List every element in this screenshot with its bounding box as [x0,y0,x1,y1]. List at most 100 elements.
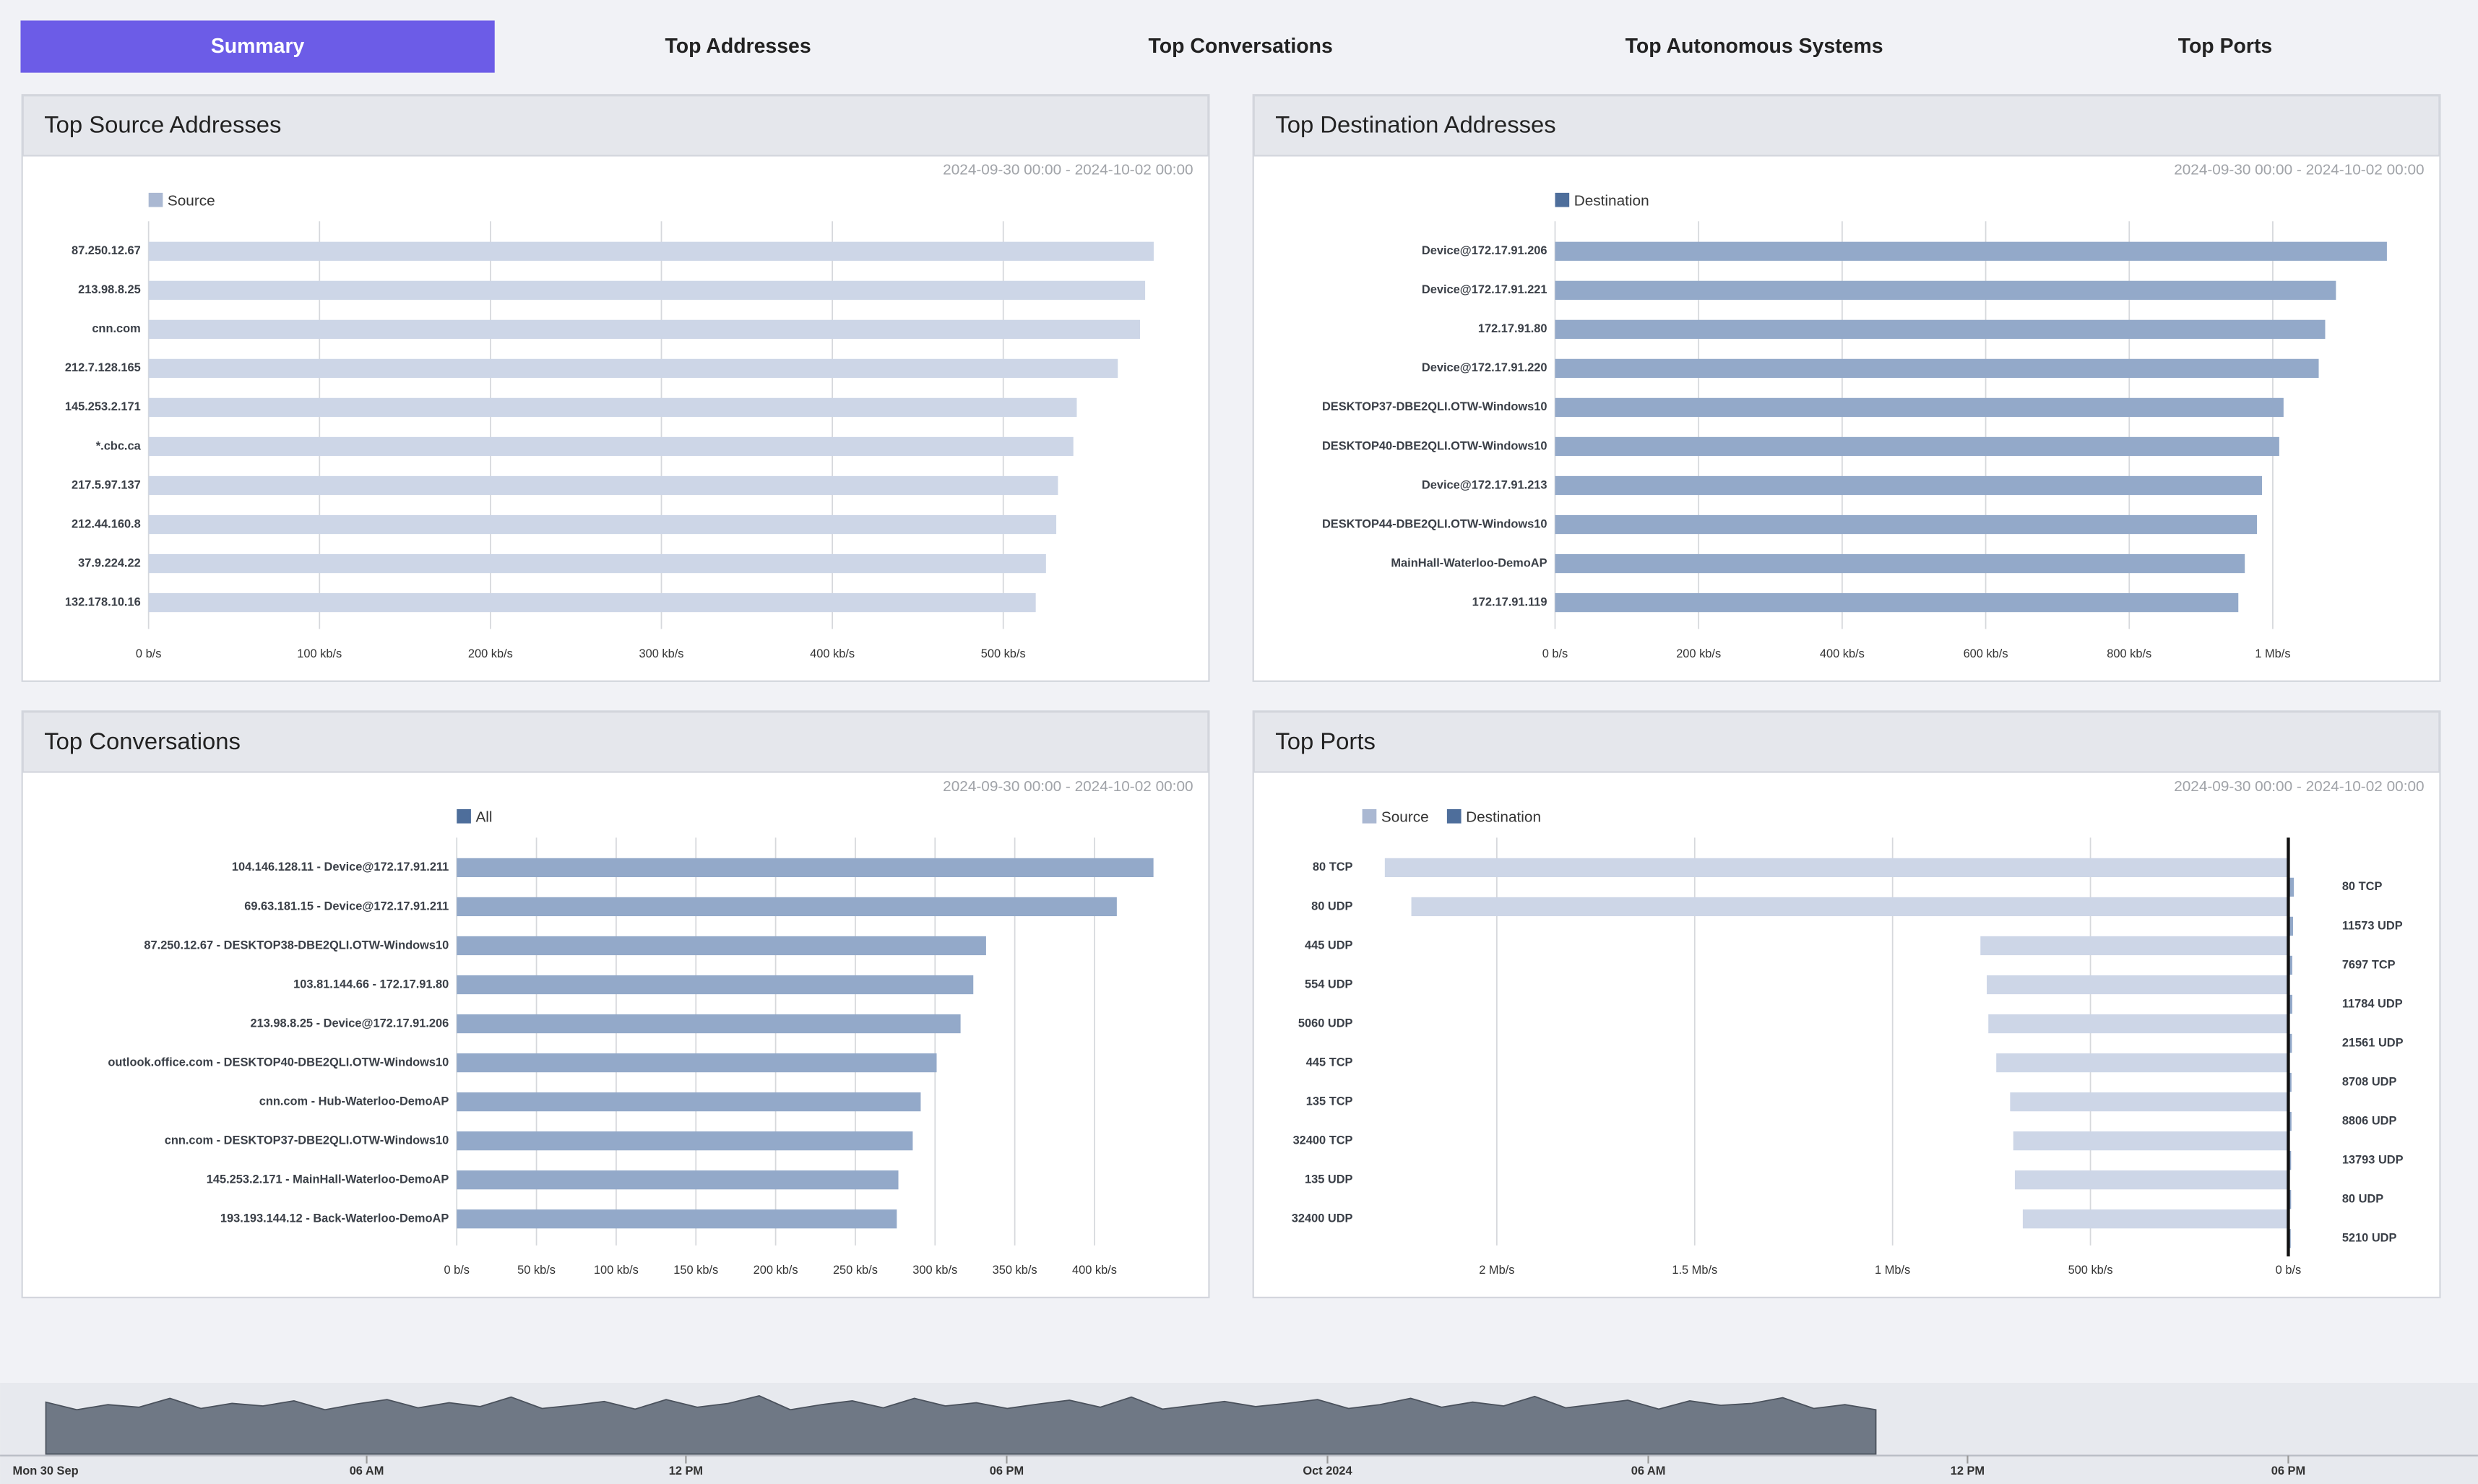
bar [457,1092,921,1112]
timeline-label: Mon 30 Sep [13,1464,79,1477]
tab[interactable]: Top Conversations [1149,35,1333,58]
y-tick-label: 103.81.144.66 - 172.17.91.80 [293,978,449,991]
panel [1252,94,2441,682]
y-tick-label: Device@172.17.91.206 [1422,244,1547,257]
x-tick-label: 0 b/s [2276,1264,2302,1277]
tab[interactable]: Top Autonomous Systems [1626,35,1883,58]
y-tick-label: DESKTOP44-DBE2QLI.OTW-Windows10 [1322,517,1547,530]
y-tick-label: 145.253.2.171 [65,400,141,413]
tab[interactable]: Top Ports [2178,35,2273,58]
panel-header [22,95,1209,157]
y2-tick-label: 13793 UDP [2342,1153,2404,1166]
bar [1411,897,2289,917]
bar [2288,1072,2292,1092]
bar [148,241,1154,261]
bar [457,1209,897,1229]
y-tick-label: 193.193.144.12 - Back-Waterloo-DemoAP [220,1212,449,1225]
timeline-label: 06 PM [2271,1464,2305,1477]
legend-label: Destination [1466,808,1541,825]
timeline-area [45,1395,1877,1455]
bar [1987,975,2289,995]
bar [148,553,1046,574]
legend-swatch [148,192,163,207]
x-tick-label: 600 kb/s [1964,647,2008,660]
bar [457,858,1154,878]
y-tick-label: 87.250.12.67 - DESKTOP38-DBE2QLI.OTW-Win… [144,939,449,952]
bar [457,1131,913,1151]
x-tick-label: 500 kb/s [2068,1264,2113,1277]
y-tick-label: 32400 TCP [1293,1134,1353,1147]
y-tick-label: 37.9.224.22 [78,556,141,569]
bar [148,436,1074,457]
y-tick-label: MainHall-Waterloo-DemoAP [1391,556,1547,569]
bar [1555,514,2258,535]
date-range: 2024-09-30 00:00 - 2024-10-02 00:00 [2174,778,2424,795]
bar [2288,916,2294,936]
bar [457,897,1117,917]
y-tick-label: 445 UDP [1305,939,1353,952]
y2-tick-label: 8708 UDP [2342,1075,2397,1088]
x-tick-label: 400 kb/s [1072,1264,1117,1277]
bar [148,514,1057,535]
bar [1555,436,2279,457]
date-range: 2024-09-30 00:00 - 2024-10-02 00:00 [943,778,1193,795]
y-tick-label: 213.98.8.25 [78,283,141,296]
bar [457,975,974,995]
bar [2010,1092,2289,1112]
bar [457,1014,961,1034]
bar [1555,475,2263,496]
bar [1980,936,2289,956]
y-tick-label: cnn.com - DESKTOP37-DBE2QLI.OTW-Windows1… [165,1134,449,1147]
y-tick-label: cnn.com - Hub-Waterloo-DemoAP [259,1095,449,1108]
y-tick-label: *.cbc.ca [96,439,142,452]
y-tick-label: 212.7.128.165 [65,361,141,374]
panel-header [22,711,1209,773]
legend-label: Source [1381,808,1429,825]
y-tick-label: 212.44.160.8 [72,517,141,530]
bar [1555,592,2239,613]
x-tick-label: 200 kb/s [1676,647,1721,660]
x-tick-label: 150 kb/s [673,1264,718,1277]
bar [2288,877,2294,897]
bar [1555,280,2336,300]
y2-tick-label: 7697 TCP [2342,958,2396,971]
legend-swatch [457,808,471,824]
x-tick-label: 300 kb/s [639,647,684,660]
x-tick-label: 200 kb/s [468,647,513,660]
x-tick-label: 0 b/s [136,647,162,660]
date-range: 2024-09-30 00:00 - 2024-10-02 00:00 [943,162,1193,178]
y2-tick-label: 11573 UDP [2342,919,2403,932]
x-tick-label: 500 kb/s [981,647,1026,660]
y-tick-label: outlook.office.com - DESKTOP40-DBE2QLI.O… [108,1056,449,1069]
y2-tick-label: 80 UDP [2342,1192,2383,1205]
bar [457,1170,899,1190]
timeline-label: 12 PM [669,1464,703,1477]
tab[interactable]: Top Addresses [665,35,811,58]
y2-tick-label: 80 TCP [2342,880,2383,893]
timeline-label: 06 AM [350,1464,384,1477]
y-tick-label: 217.5.97.137 [72,478,141,491]
bar [148,358,1118,379]
bar [148,319,1140,339]
bar [148,592,1036,613]
timeline-label: 06 AM [1631,1464,1666,1477]
y-tick-label: 32400 UDP [1292,1212,1353,1225]
bar [457,1053,937,1073]
y-tick-label: 145.253.2.171 - MainHall-Waterloo-DemoAP [207,1173,449,1186]
tab[interactable]: Summary [211,35,305,58]
bar [2013,1131,2289,1151]
legend-swatch [1555,192,1570,207]
x-tick-label: 800 kb/s [2107,647,2151,660]
timeline-label: 06 PM [990,1464,1024,1477]
bar [1555,358,2319,379]
bar [1988,1014,2289,1034]
bar [2288,1033,2292,1053]
date-range: 2024-09-30 00:00 - 2024-10-02 00:00 [2174,162,2424,178]
y-tick-label: DESKTOP40-DBE2QLI.OTW-Windows10 [1322,439,1547,452]
timeline-label: Oct 2024 [1303,1464,1352,1477]
tab-active[interactable] [20,20,495,73]
y-tick-label: 69.63.181.15 - Device@172.17.91.211 [244,900,449,913]
bar [1996,1053,2289,1073]
y-tick-label: 5060 UDP [1298,1017,1353,1030]
